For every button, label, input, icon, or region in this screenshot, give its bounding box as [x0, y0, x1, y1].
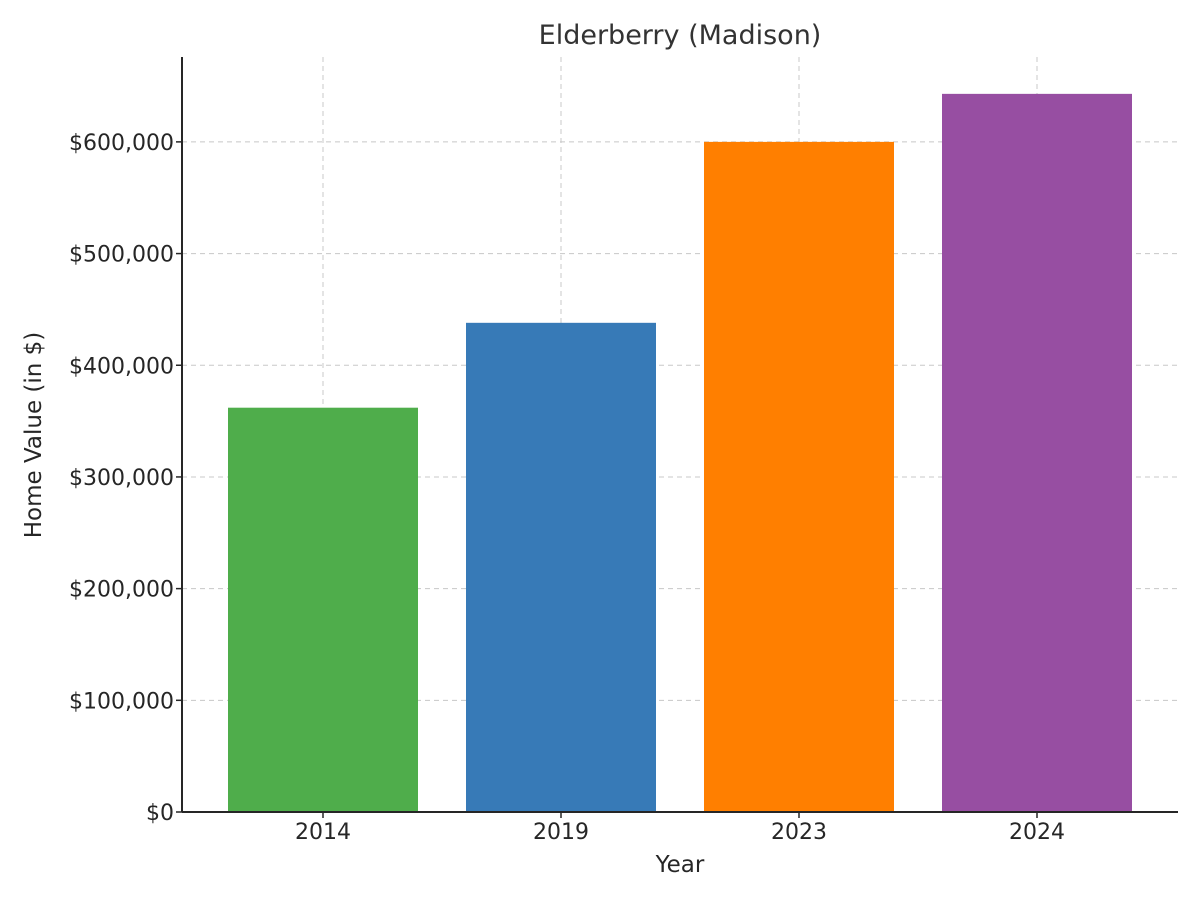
x-tick-label: 2023	[771, 820, 827, 845]
x-tick-label: 2019	[533, 820, 589, 845]
x-axis-label: Year	[655, 852, 705, 878]
axes	[181, 57, 1178, 813]
y-tick-label: $0	[146, 801, 174, 826]
x-tick-label: 2024	[1009, 820, 1065, 845]
y-tick-label: $100,000	[69, 689, 174, 714]
y-tick-label: $300,000	[69, 466, 174, 491]
x-tick-label: 2014	[295, 820, 351, 845]
y-tick-label: $600,000	[69, 131, 174, 156]
y-tick-label: $400,000	[69, 354, 174, 379]
chart-title: Elderberry (Madison)	[539, 20, 822, 51]
bars	[228, 93, 1132, 812]
bar-2024	[942, 93, 1132, 812]
bar-2019	[466, 322, 656, 812]
bar-2014	[228, 407, 418, 812]
y-tick-label: $500,000	[69, 243, 174, 268]
y-axis-label: Home Value (in $)	[21, 332, 47, 539]
tick-labels: $0 $100,000 $200,000 $300,000 $400,000 $500,0…	[69, 131, 1065, 845]
y-tick-label: $200,000	[69, 578, 174, 603]
bar-2023	[704, 141, 894, 812]
